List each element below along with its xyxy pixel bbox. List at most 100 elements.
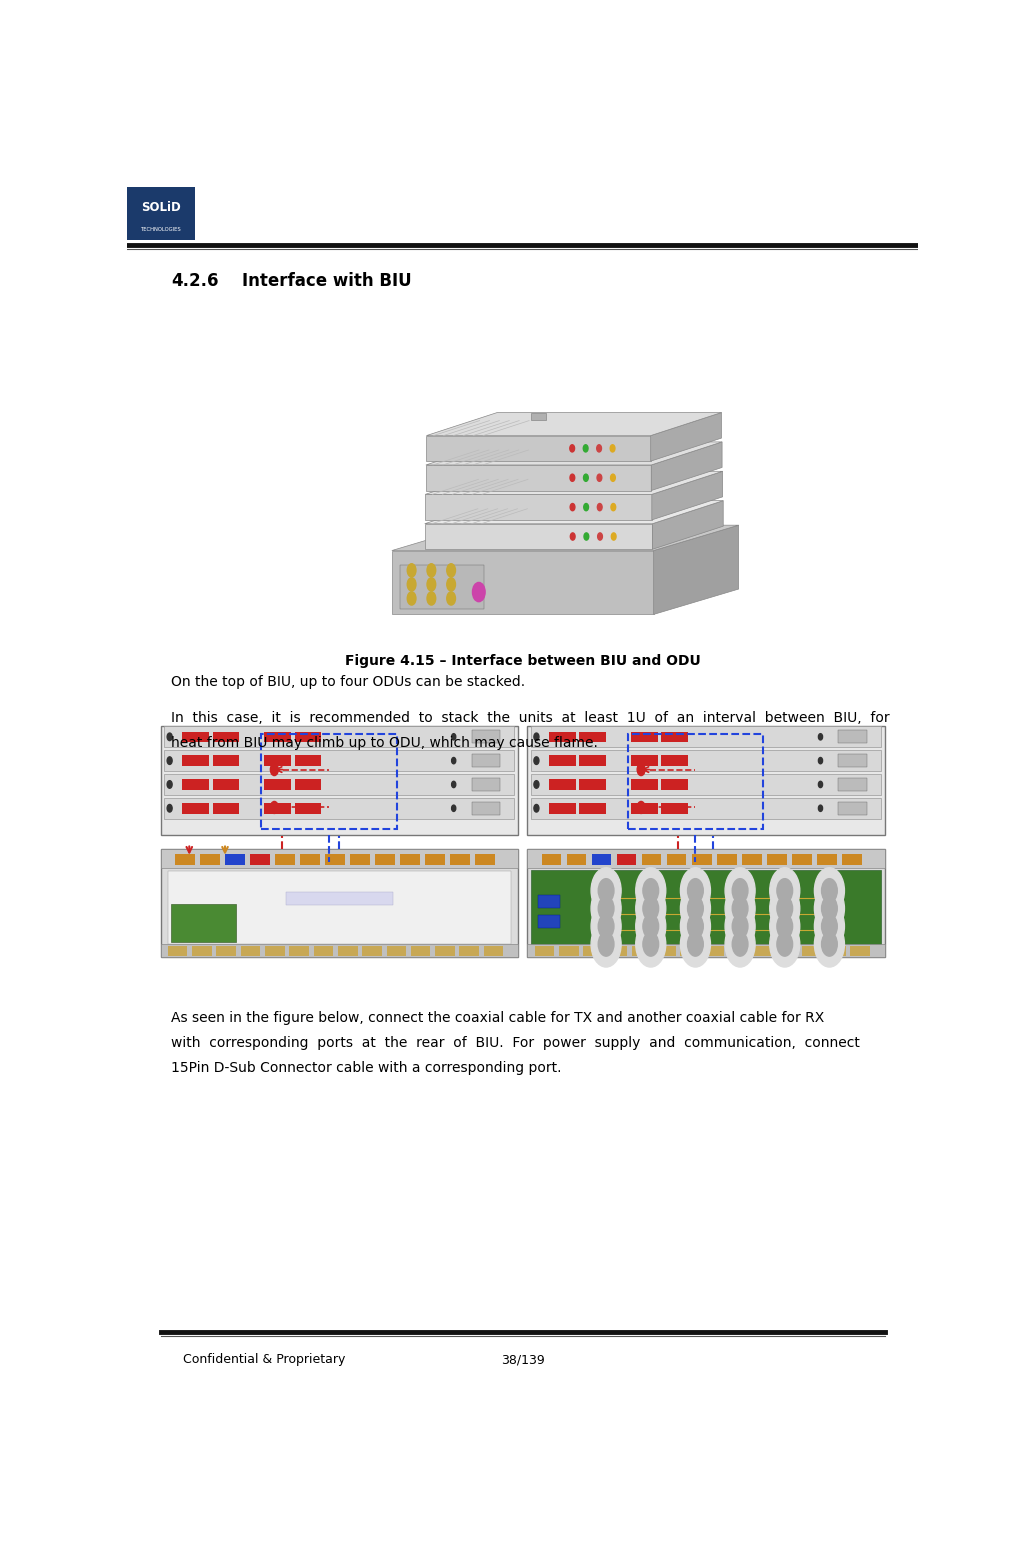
FancyBboxPatch shape: [350, 854, 369, 865]
FancyBboxPatch shape: [527, 726, 883, 834]
FancyBboxPatch shape: [192, 947, 212, 956]
FancyBboxPatch shape: [161, 850, 518, 868]
FancyBboxPatch shape: [182, 756, 209, 765]
Circle shape: [472, 583, 485, 601]
FancyBboxPatch shape: [399, 854, 420, 865]
Text: Interface with BIU: Interface with BIU: [242, 272, 412, 289]
FancyBboxPatch shape: [579, 731, 605, 742]
FancyBboxPatch shape: [527, 943, 883, 958]
FancyBboxPatch shape: [313, 947, 333, 956]
Circle shape: [776, 914, 792, 939]
FancyBboxPatch shape: [212, 803, 239, 814]
FancyBboxPatch shape: [838, 801, 866, 815]
FancyBboxPatch shape: [534, 947, 553, 956]
Circle shape: [813, 903, 844, 950]
Circle shape: [817, 781, 821, 787]
FancyBboxPatch shape: [294, 756, 321, 765]
FancyBboxPatch shape: [164, 798, 514, 818]
Circle shape: [635, 903, 665, 950]
Circle shape: [591, 922, 621, 967]
Circle shape: [820, 914, 837, 939]
FancyBboxPatch shape: [548, 779, 575, 790]
FancyBboxPatch shape: [164, 726, 514, 747]
FancyBboxPatch shape: [838, 731, 866, 744]
FancyBboxPatch shape: [531, 773, 880, 795]
FancyBboxPatch shape: [631, 947, 651, 956]
FancyBboxPatch shape: [459, 947, 479, 956]
Circle shape: [769, 903, 799, 950]
FancyBboxPatch shape: [471, 731, 499, 744]
Circle shape: [451, 734, 455, 740]
FancyBboxPatch shape: [362, 947, 381, 956]
Circle shape: [598, 914, 613, 939]
FancyBboxPatch shape: [164, 773, 514, 795]
Circle shape: [769, 886, 799, 931]
Circle shape: [270, 764, 278, 776]
FancyBboxPatch shape: [425, 854, 444, 865]
Circle shape: [687, 897, 702, 920]
FancyBboxPatch shape: [579, 779, 605, 790]
Circle shape: [407, 578, 416, 590]
Text: 4.2.6: 4.2.6: [171, 272, 218, 289]
Circle shape: [725, 903, 754, 950]
FancyBboxPatch shape: [791, 854, 811, 865]
Circle shape: [407, 592, 416, 604]
FancyBboxPatch shape: [471, 778, 499, 790]
FancyBboxPatch shape: [816, 854, 836, 865]
Circle shape: [769, 868, 799, 914]
FancyBboxPatch shape: [631, 803, 657, 814]
FancyBboxPatch shape: [641, 854, 661, 865]
Circle shape: [427, 564, 435, 576]
Circle shape: [642, 879, 658, 903]
FancyBboxPatch shape: [294, 731, 321, 742]
FancyBboxPatch shape: [541, 854, 560, 865]
Polygon shape: [650, 442, 721, 490]
FancyBboxPatch shape: [471, 801, 499, 815]
Circle shape: [725, 922, 754, 967]
Circle shape: [598, 879, 613, 903]
Circle shape: [533, 758, 538, 764]
FancyBboxPatch shape: [753, 947, 772, 956]
FancyBboxPatch shape: [583, 947, 602, 956]
Circle shape: [642, 897, 658, 920]
FancyBboxPatch shape: [475, 854, 494, 865]
Polygon shape: [424, 523, 652, 550]
Circle shape: [813, 922, 844, 967]
FancyBboxPatch shape: [212, 731, 239, 742]
Circle shape: [776, 897, 792, 920]
Circle shape: [732, 914, 747, 939]
Text: On the top of BIU, up to four ODUs can be stacked.: On the top of BIU, up to four ODUs can b…: [171, 675, 525, 689]
FancyBboxPatch shape: [337, 947, 358, 956]
Circle shape: [820, 933, 837, 956]
Circle shape: [680, 886, 710, 931]
FancyBboxPatch shape: [294, 803, 321, 814]
FancyBboxPatch shape: [289, 947, 309, 956]
FancyBboxPatch shape: [435, 947, 454, 956]
Circle shape: [591, 903, 621, 950]
FancyBboxPatch shape: [538, 895, 559, 909]
FancyBboxPatch shape: [264, 779, 290, 790]
FancyBboxPatch shape: [729, 947, 748, 956]
FancyBboxPatch shape: [631, 731, 657, 742]
FancyBboxPatch shape: [531, 798, 880, 818]
Polygon shape: [652, 501, 722, 550]
FancyBboxPatch shape: [200, 854, 219, 865]
FancyBboxPatch shape: [538, 915, 559, 928]
FancyBboxPatch shape: [661, 731, 688, 742]
FancyBboxPatch shape: [704, 947, 723, 956]
Circle shape: [533, 781, 538, 789]
Circle shape: [167, 781, 172, 789]
FancyBboxPatch shape: [449, 854, 470, 865]
Circle shape: [776, 879, 792, 903]
FancyBboxPatch shape: [300, 854, 319, 865]
Circle shape: [732, 897, 747, 920]
FancyBboxPatch shape: [825, 947, 845, 956]
FancyBboxPatch shape: [776, 947, 797, 956]
Circle shape: [680, 922, 710, 967]
Circle shape: [167, 733, 172, 740]
Circle shape: [732, 933, 747, 956]
FancyBboxPatch shape: [285, 892, 392, 906]
FancyBboxPatch shape: [483, 947, 502, 956]
FancyBboxPatch shape: [275, 854, 294, 865]
FancyBboxPatch shape: [164, 750, 514, 772]
